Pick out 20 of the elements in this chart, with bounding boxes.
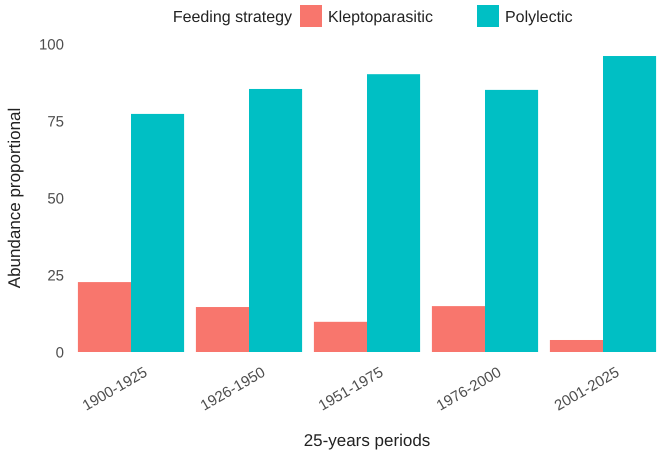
- y-tick-label: 100: [38, 36, 64, 54]
- legend-label: Polylectic: [505, 9, 573, 26]
- bar: [485, 90, 538, 352]
- bar: [249, 88, 302, 352]
- bar: [432, 306, 485, 352]
- bar: [196, 307, 249, 352]
- legend-title: Feeding strategy: [172, 9, 292, 26]
- y-tick-label: 50: [47, 190, 64, 208]
- y-tick-label: 0: [56, 344, 64, 362]
- bar: [603, 56, 656, 352]
- y-axis-title: Abundance proportional: [5, 108, 24, 288]
- bar: [550, 340, 603, 352]
- bar: [314, 322, 367, 352]
- legend-label: Kleptoparasitic: [328, 9, 433, 26]
- y-tick-label: 75: [47, 113, 64, 130]
- bar: [78, 282, 131, 352]
- bar: [131, 114, 184, 352]
- y-tick-label: 25: [47, 267, 64, 284]
- bar: [367, 74, 420, 352]
- x-axis-title: 25-years periods: [304, 431, 430, 450]
